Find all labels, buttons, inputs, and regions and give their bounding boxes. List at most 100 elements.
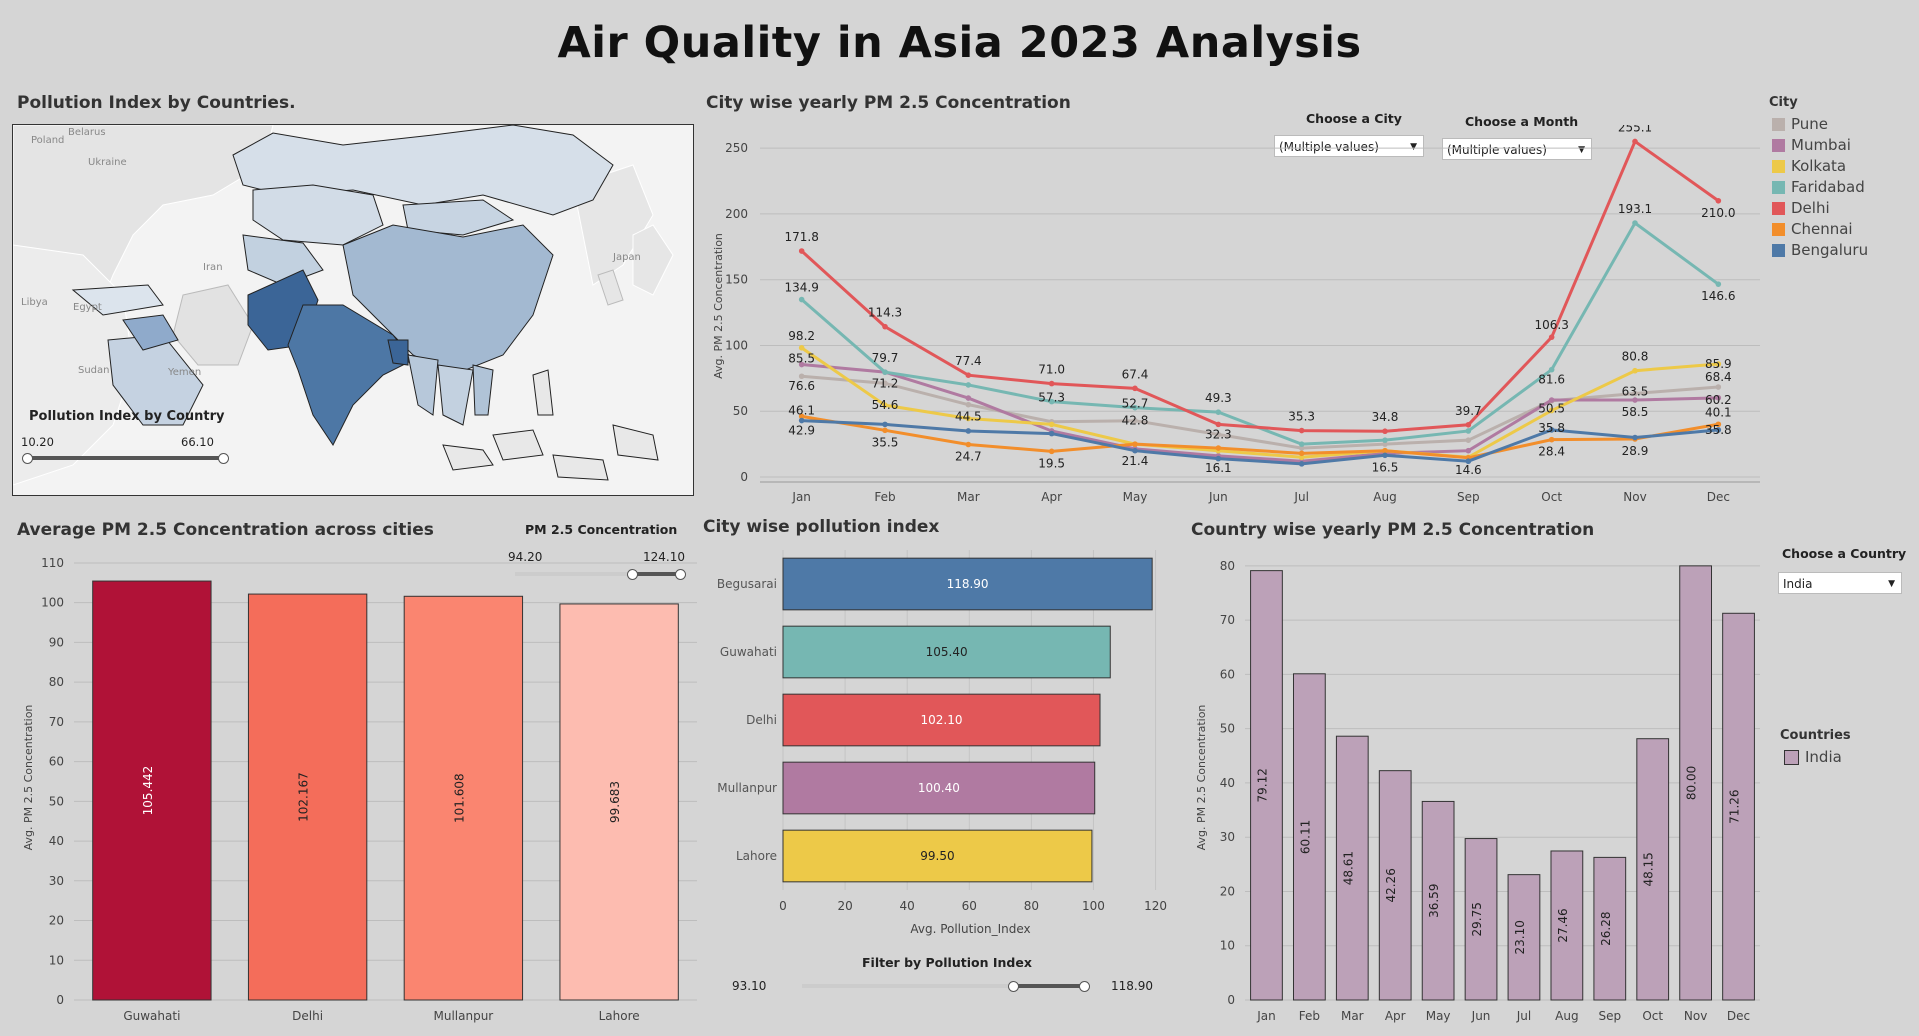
data-point[interactable] [1215, 455, 1222, 462]
bar-mullanpur[interactable] [403, 595, 524, 1001]
data-point[interactable] [1632, 390, 1638, 397]
hbar-mullanpur[interactable] [782, 761, 1096, 815]
data-point[interactable] [1132, 447, 1138, 454]
data-point[interactable] [1632, 138, 1638, 145]
line-chart[interactable]: 0 50 100 150 200 250 Jan Feb Mar Apr May Jun Jul Aug S… [700, 125, 1770, 510]
series-line-chennai[interactable] [801, 414, 1719, 460]
data-point[interactable] [1048, 398, 1055, 405]
data-point[interactable] [1715, 281, 1722, 287]
data-point[interactable] [1465, 437, 1472, 443]
pollution-index-slider-track[interactable] [802, 984, 1084, 988]
data-point[interactable] [1548, 397, 1555, 403]
data-point[interactable] [1132, 441, 1138, 447]
data-point[interactable] [1215, 421, 1222, 428]
data-point[interactable] [1715, 197, 1722, 204]
data-point[interactable] [965, 415, 972, 422]
data-point[interactable] [965, 428, 972, 434]
bar-oct[interactable] [1636, 738, 1670, 1001]
data-point[interactable] [1132, 417, 1138, 424]
data-point[interactable] [1548, 427, 1555, 433]
city-legend-item-pune[interactable]: Pune [1772, 115, 1828, 133]
series-line-mumbai[interactable] [801, 363, 1719, 463]
data-point[interactable] [798, 417, 805, 424]
data-point[interactable] [1382, 441, 1388, 447]
pollution-index-slider-min-handle[interactable] [1008, 981, 1019, 992]
hbar-begusarai[interactable] [782, 557, 1153, 611]
data-point[interactable] [1048, 430, 1055, 437]
data-point[interactable] [1382, 447, 1388, 454]
data-point[interactable] [1715, 421, 1722, 428]
data-point[interactable] [1632, 397, 1638, 403]
data-point[interactable] [1298, 450, 1305, 457]
bar-delhi[interactable] [247, 593, 368, 1001]
country-bar-chart[interactable]: 0 10 20 30 40 50 60 70 80 Avg. PM 2.5 Concentrati… [1185, 545, 1765, 1035]
data-point[interactable] [1548, 366, 1555, 373]
data-point[interactable] [1632, 220, 1638, 226]
data-point[interactable] [1465, 428, 1472, 434]
map-range-slider-track[interactable] [27, 456, 223, 460]
data-point[interactable] [1382, 452, 1388, 459]
city-legend-item-chennai[interactable]: Chennai [1772, 220, 1853, 238]
data-point[interactable] [1715, 384, 1722, 390]
city-legend-item-faridabad[interactable]: Faridabad [1772, 178, 1865, 196]
city-legend-item-bengaluru[interactable]: Bengaluru [1772, 241, 1868, 259]
data-point[interactable] [1715, 361, 1722, 367]
data-point[interactable] [882, 402, 888, 408]
bar-lahore[interactable] [559, 603, 679, 1001]
data-point[interactable] [1548, 407, 1555, 414]
city-legend-item-kolkata[interactable]: Kolkata [1772, 157, 1846, 175]
data-point[interactable] [798, 361, 805, 368]
data-point[interactable] [1715, 395, 1722, 401]
hbar-delhi[interactable] [782, 693, 1101, 747]
data-point[interactable] [1465, 421, 1472, 428]
data-point[interactable] [1298, 441, 1305, 447]
pollution-index-bar-chart[interactable]: 0 20 40 60 80 100 120 118.90 Begusarai 105.40 Guwa… [700, 545, 1180, 950]
data-point[interactable] [1465, 458, 1472, 465]
data-point[interactable] [882, 380, 888, 387]
hbar-guwahati[interactable] [782, 625, 1111, 679]
data-point[interactable] [882, 427, 888, 434]
hbar-lahore[interactable] [782, 829, 1093, 883]
data-point[interactable] [1215, 431, 1222, 438]
pm25-slider-max-handle[interactable] [675, 569, 686, 580]
data-point[interactable] [965, 441, 972, 448]
bar-may[interactable] [1421, 800, 1455, 1001]
data-point[interactable] [1298, 454, 1305, 461]
bar-sep[interactable] [1593, 856, 1627, 1001]
month-filter-dropdown[interactable]: (Multiple values) ▼ [1442, 138, 1592, 160]
data-point[interactable] [1632, 434, 1638, 441]
data-point[interactable] [798, 296, 805, 303]
data-point[interactable] [882, 323, 888, 330]
data-point[interactable] [1215, 445, 1222, 451]
data-point[interactable] [798, 248, 805, 254]
data-point[interactable] [1632, 367, 1638, 374]
data-point[interactable] [965, 395, 972, 401]
data-point[interactable] [1048, 448, 1055, 455]
data-point[interactable] [965, 401, 972, 408]
bar-dec[interactable] [1722, 612, 1755, 1001]
pm25-slider-min-handle[interactable] [627, 569, 638, 580]
data-point[interactable] [798, 345, 805, 351]
series-line-bengaluru[interactable] [801, 419, 1719, 466]
data-point[interactable] [1382, 428, 1388, 435]
data-point[interactable] [798, 373, 805, 380]
pm25-slider-track[interactable] [515, 572, 680, 576]
city-filter-dropdown[interactable]: (Multiple values) ▼ [1274, 135, 1424, 157]
bar-nov[interactable] [1679, 565, 1713, 1001]
series-line-pune[interactable] [801, 374, 1719, 450]
data-point[interactable] [1298, 427, 1305, 434]
data-point[interactable] [965, 372, 972, 378]
data-point[interactable] [1215, 409, 1222, 415]
data-point[interactable] [1548, 436, 1555, 443]
data-point[interactable] [1715, 427, 1722, 433]
bar-feb[interactable] [1292, 673, 1326, 1001]
data-point[interactable] [1132, 385, 1138, 392]
map-range-slider-min-handle[interactable] [22, 453, 33, 464]
data-point[interactable] [882, 369, 888, 375]
data-point[interactable] [1465, 447, 1472, 454]
data-point[interactable] [1298, 445, 1305, 451]
series-line-delhi[interactable] [800, 139, 1720, 433]
data-point[interactable] [1048, 421, 1055, 428]
bar-mar[interactable] [1335, 735, 1369, 1001]
city-legend-item-delhi[interactable]: Delhi [1772, 199, 1830, 217]
